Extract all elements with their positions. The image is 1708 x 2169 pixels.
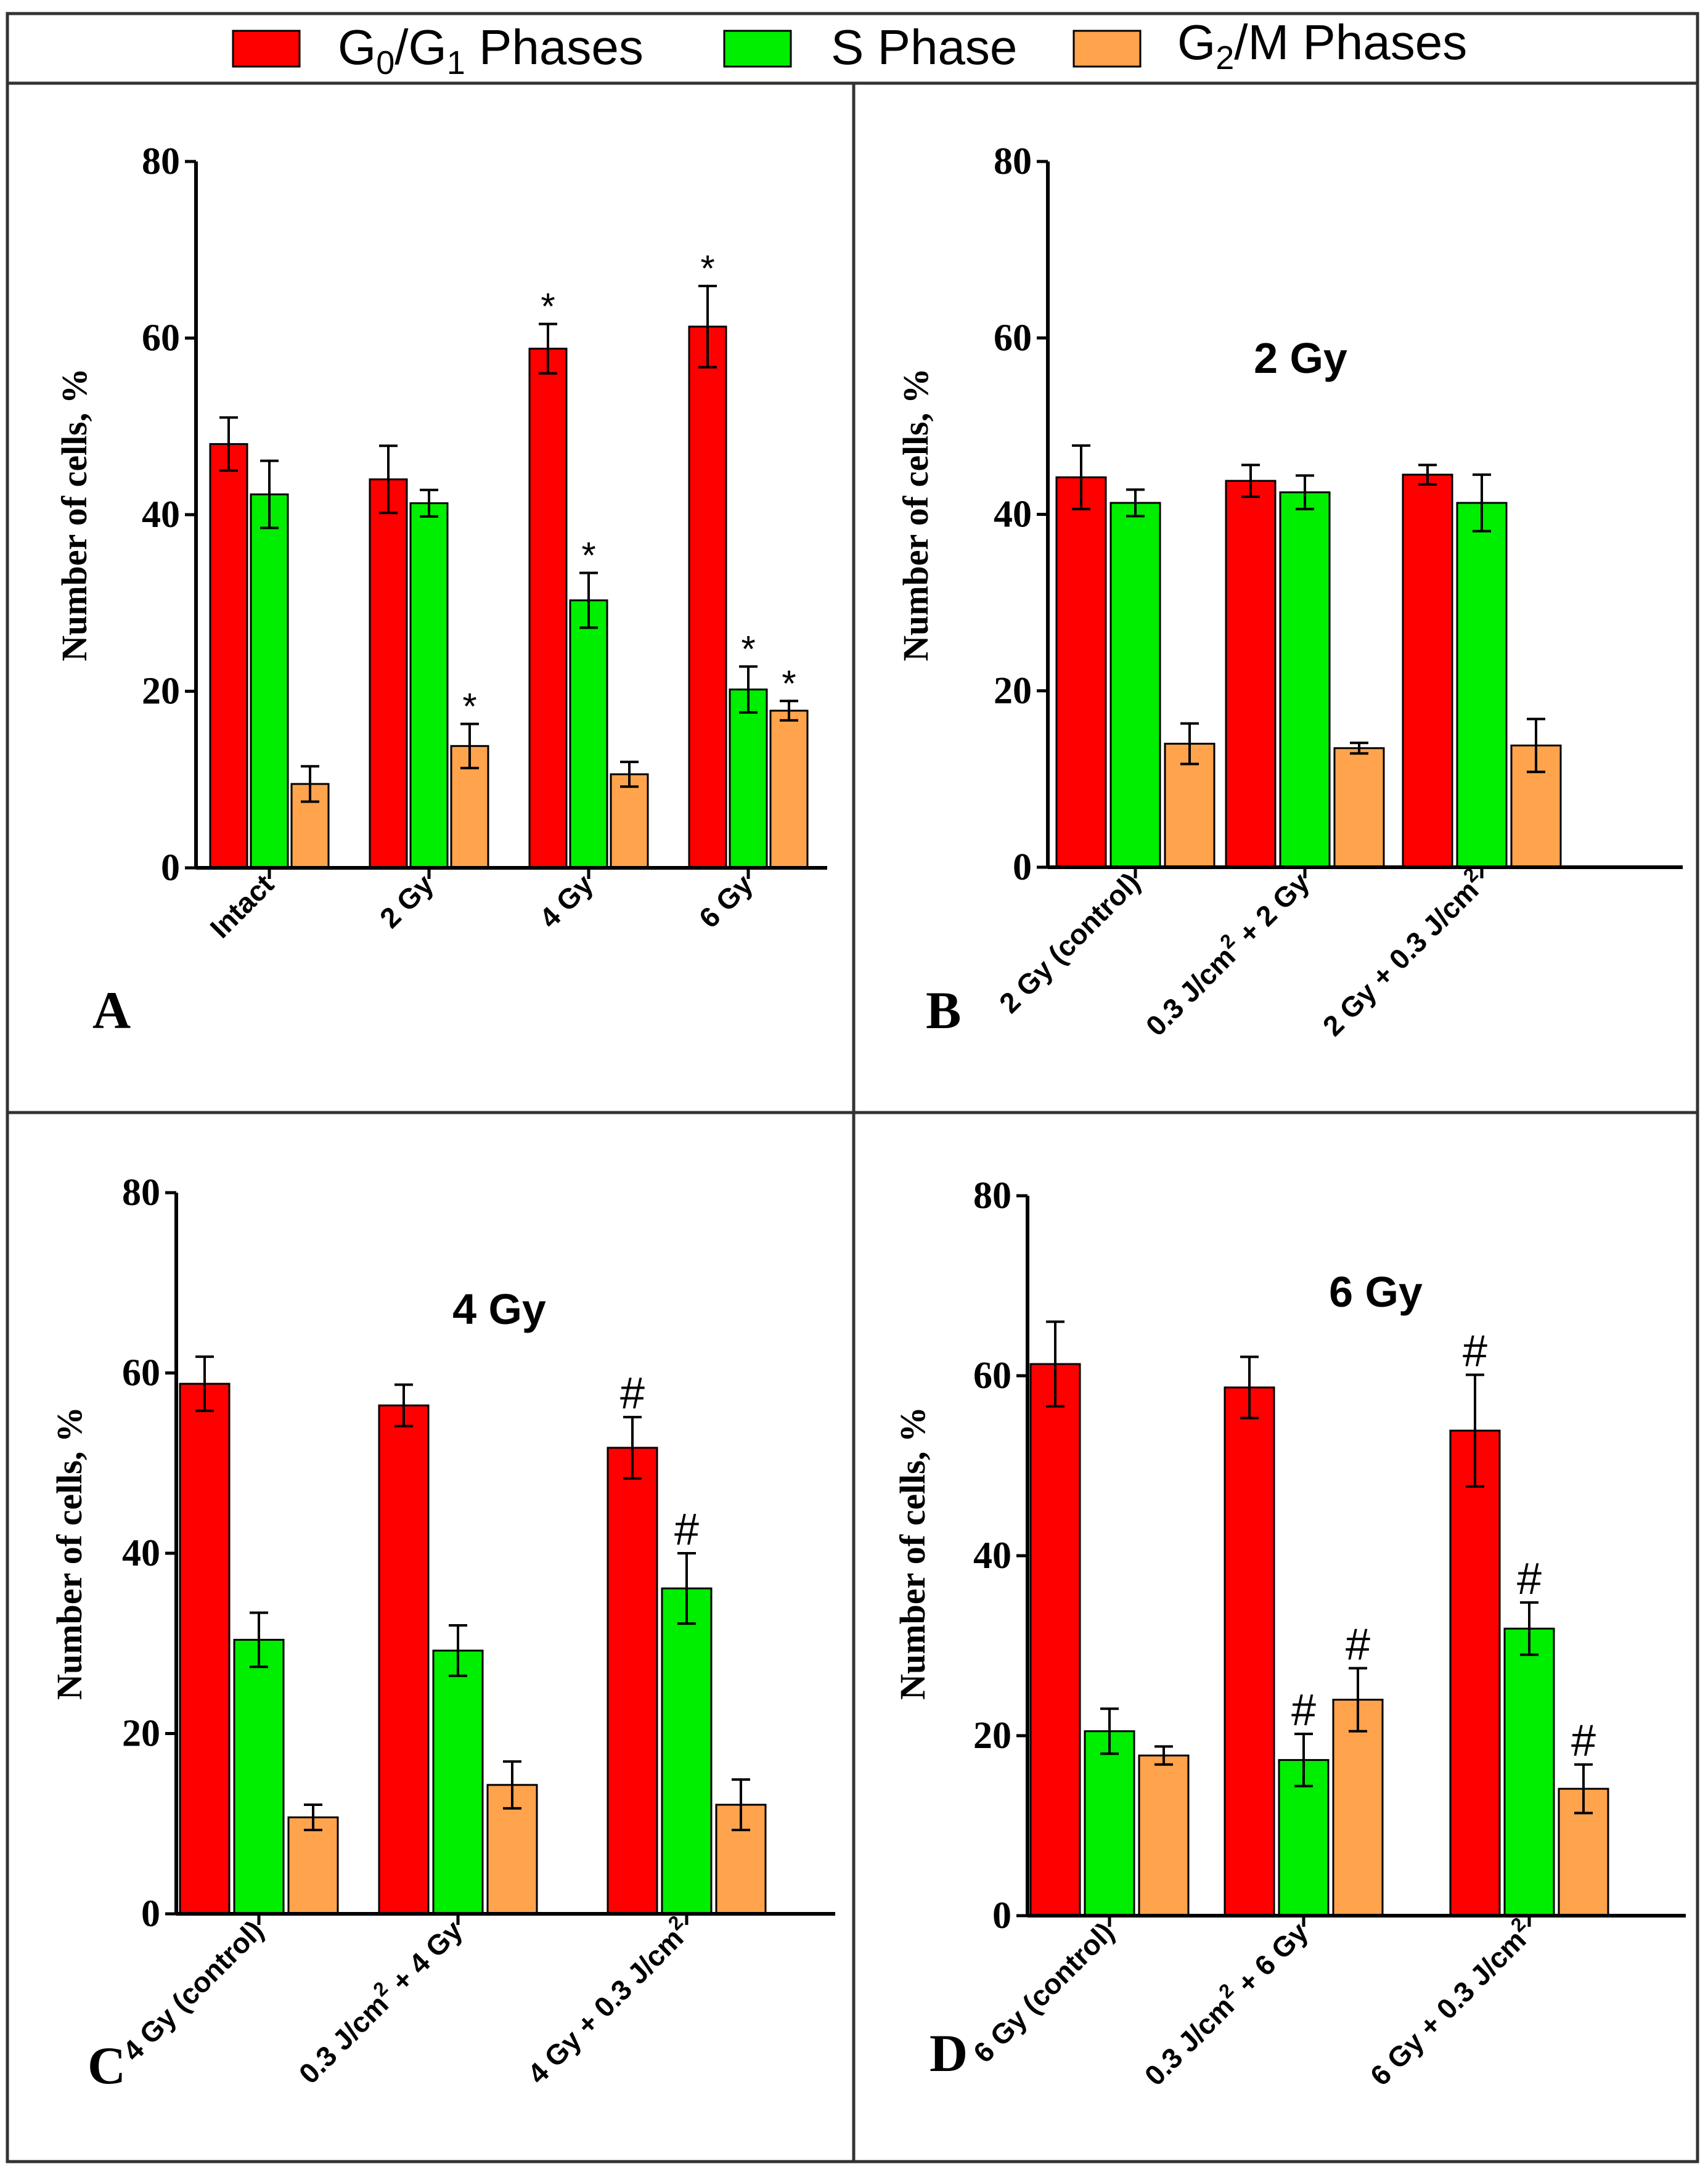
bar-g0g1 — [1449, 1429, 1501, 1917]
significance-mark: * — [462, 686, 476, 727]
y-axis-title: Number of cells, % — [896, 368, 936, 661]
legend-swatch-g0g1 — [232, 30, 301, 68]
bar-g0g1 — [1224, 1386, 1275, 1917]
y-tick-label: 20 — [142, 671, 180, 713]
y-axis-title: Number of cells, % — [49, 1407, 89, 1700]
legend-label-g2m: G2/M Phases — [1177, 15, 1467, 76]
bar-g2m — [715, 1803, 767, 1915]
bar-s — [1109, 502, 1161, 868]
bar-g2m — [287, 1816, 339, 1915]
bar-g2m — [1138, 1754, 1190, 1917]
significance-mark: * — [700, 248, 714, 289]
y-tick-label: 60 — [994, 317, 1032, 359]
bar-s — [661, 1587, 713, 1915]
bar-g0g1 — [209, 443, 248, 869]
bar-g2m — [1333, 747, 1385, 868]
significance-mark: # — [1517, 1554, 1542, 1604]
y-tick-label: 60 — [973, 1355, 1011, 1397]
panel-a-chart: Intact*2 Gy**4 Gy***6 Gy020406080Number … — [54, 141, 827, 1040]
legend-swatch-s — [723, 30, 792, 68]
bar-s — [569, 599, 608, 869]
y-tick-label: 20 — [994, 670, 1032, 712]
bar-g0g1 — [1225, 480, 1277, 868]
legend-item-g0g1: G0/G1 Phases — [232, 20, 644, 81]
bar-g0g1 — [1029, 1363, 1081, 1917]
y-tick-label: 80 — [142, 141, 180, 182]
bar-s — [1084, 1730, 1135, 1917]
legend: G0/G1 Phases S Phase G2/M Phases — [232, 15, 1467, 81]
panel-title: 6 Gy — [1329, 1268, 1423, 1316]
significance-mark: * — [581, 535, 595, 576]
y-axis-title: Number of cells, % — [54, 368, 94, 661]
y-tick-label: 80 — [122, 1172, 160, 1214]
significance-mark: # — [1571, 1717, 1596, 1766]
y-tick-label: 0 — [161, 847, 180, 889]
significance-mark: # — [1291, 1686, 1316, 1735]
significance-mark: # — [674, 1505, 699, 1554]
panel-title: 2 Gy — [1254, 334, 1347, 382]
bar-g0g1 — [179, 1383, 231, 1915]
bar-g0g1 — [1055, 476, 1107, 868]
y-tick-label: 40 — [994, 494, 1032, 536]
bar-g0g1 — [528, 348, 568, 869]
bar-s — [432, 1649, 484, 1915]
y-tick-label: 60 — [142, 317, 180, 359]
y-tick-label: 40 — [973, 1535, 1011, 1577]
panel-label: D — [930, 2024, 968, 2083]
significance-mark: * — [741, 628, 755, 669]
y-tick-label: 40 — [122, 1532, 160, 1574]
bar-g0g1 — [369, 478, 408, 869]
panel-title: 4 Gy — [452, 1285, 546, 1333]
legend-swatch-g2m — [1073, 30, 1142, 68]
significance-mark: * — [782, 663, 796, 704]
legend-item-g2m: G2/M Phases — [1073, 15, 1467, 76]
y-axis-title: Number of cells, % — [893, 1407, 933, 1700]
bar-g0g1 — [1402, 473, 1453, 868]
legend-label-s: S Phase — [831, 20, 1017, 75]
y-tick-label: 80 — [994, 141, 1032, 182]
bar-s — [250, 493, 289, 869]
panel-label: A — [92, 981, 131, 1040]
bar-g0g1 — [378, 1404, 430, 1915]
legend-label-g0g1: G0/G1 Phases — [338, 20, 644, 81]
y-tick-label: 20 — [122, 1713, 160, 1755]
y-tick-label: 40 — [142, 494, 180, 536]
significance-mark: # — [620, 1369, 645, 1418]
bar-g2m — [610, 773, 649, 869]
legend-item-s: S Phase — [723, 20, 1017, 75]
bar-g2m — [769, 709, 809, 869]
y-tick-label: 80 — [973, 1175, 1011, 1217]
y-tick-label: 60 — [122, 1352, 160, 1394]
y-tick-label: 0 — [1013, 846, 1032, 888]
bar-s — [1503, 1627, 1555, 1917]
y-tick-label: 20 — [973, 1715, 1011, 1757]
panel-label: C — [88, 2036, 126, 2095]
bar-s — [1456, 502, 1508, 868]
y-tick-label: 0 — [992, 1895, 1011, 1937]
y-tick-label: 0 — [141, 1893, 160, 1935]
bar-s — [409, 502, 449, 869]
bar-s — [1279, 491, 1331, 868]
bar-s — [729, 688, 768, 869]
bar-s — [233, 1638, 285, 1915]
panel-label: B — [926, 981, 961, 1040]
bar-g2m — [1510, 744, 1562, 868]
significance-mark: # — [1463, 1327, 1487, 1376]
significance-mark: # — [1346, 1620, 1370, 1670]
bar-g0g1 — [688, 325, 727, 869]
bar-g0g1 — [607, 1447, 658, 1915]
significance-mark: * — [541, 286, 555, 327]
